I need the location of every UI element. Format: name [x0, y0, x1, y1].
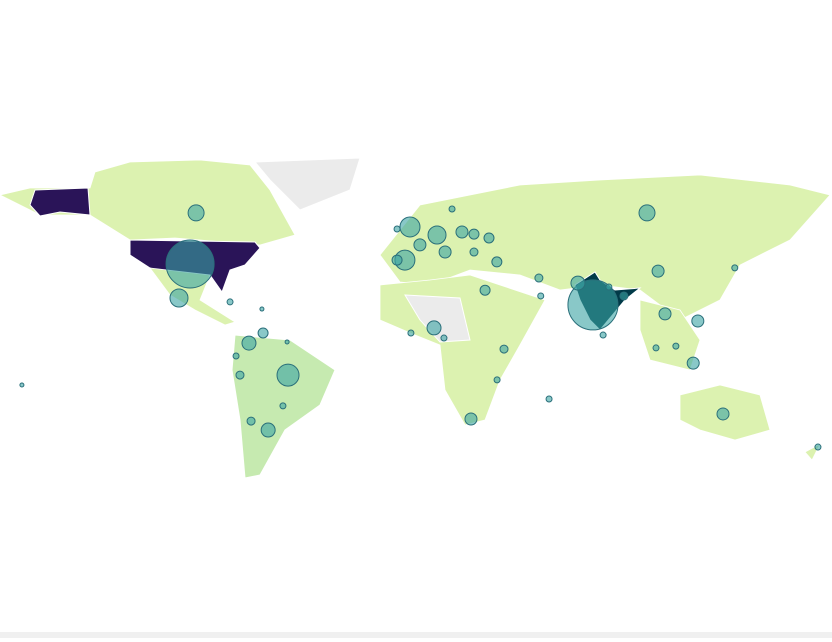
bubble: [393, 225, 401, 233]
bubble: [567, 279, 619, 331]
bubble: [691, 314, 705, 328]
bubble: [284, 339, 290, 345]
bubble: [493, 376, 501, 384]
bubble: [469, 247, 479, 257]
bubble: [426, 320, 442, 336]
bubble: [257, 327, 269, 339]
alaska: [29, 187, 91, 217]
bubble: [652, 344, 660, 352]
bubble: [491, 256, 503, 268]
bubble: [427, 225, 447, 245]
bubble: [534, 273, 544, 283]
bubble: [483, 232, 495, 244]
bubble: [479, 284, 491, 296]
bubble: [499, 344, 509, 354]
bubble: [686, 356, 700, 370]
bubble: [413, 238, 427, 252]
bubble: [448, 205, 456, 213]
bubble: [241, 335, 257, 351]
bubble: [165, 239, 215, 289]
bubble: [187, 204, 205, 222]
bubble: [226, 298, 234, 306]
bubble: [407, 329, 415, 337]
bubble: [440, 334, 448, 342]
bubble: [658, 307, 672, 321]
bubble: [537, 292, 545, 300]
bubble: [260, 422, 276, 438]
bubble: [246, 416, 256, 426]
bubble: [731, 264, 739, 272]
bubble: [570, 275, 586, 291]
bubble: [651, 264, 665, 278]
bubble: [438, 245, 452, 259]
bubble: [455, 225, 469, 239]
bubble: [605, 283, 613, 291]
bubble: [399, 216, 421, 238]
bubble: [259, 306, 265, 312]
bubble: [235, 370, 245, 380]
bottom-bar: [0, 632, 832, 638]
bubble: [19, 382, 25, 388]
southeast-asia: [639, 299, 701, 371]
greenland: [253, 157, 361, 211]
bubble: [169, 288, 189, 308]
bubble: [391, 254, 403, 266]
bubble: [464, 412, 478, 426]
bubble: [638, 204, 656, 222]
sahara: [404, 294, 471, 343]
bubble: [672, 342, 680, 350]
africa: [379, 274, 546, 426]
bubble: [232, 352, 240, 360]
bubble: [599, 331, 607, 339]
bubble: [545, 395, 553, 403]
north-america: [0, 159, 296, 246]
bubble: [279, 402, 287, 410]
bubble: [814, 443, 822, 451]
eurasia: [379, 174, 831, 321]
bubble: [276, 363, 300, 387]
bubble: [716, 407, 730, 421]
bubble: [619, 291, 629, 301]
bubble: [468, 228, 480, 240]
